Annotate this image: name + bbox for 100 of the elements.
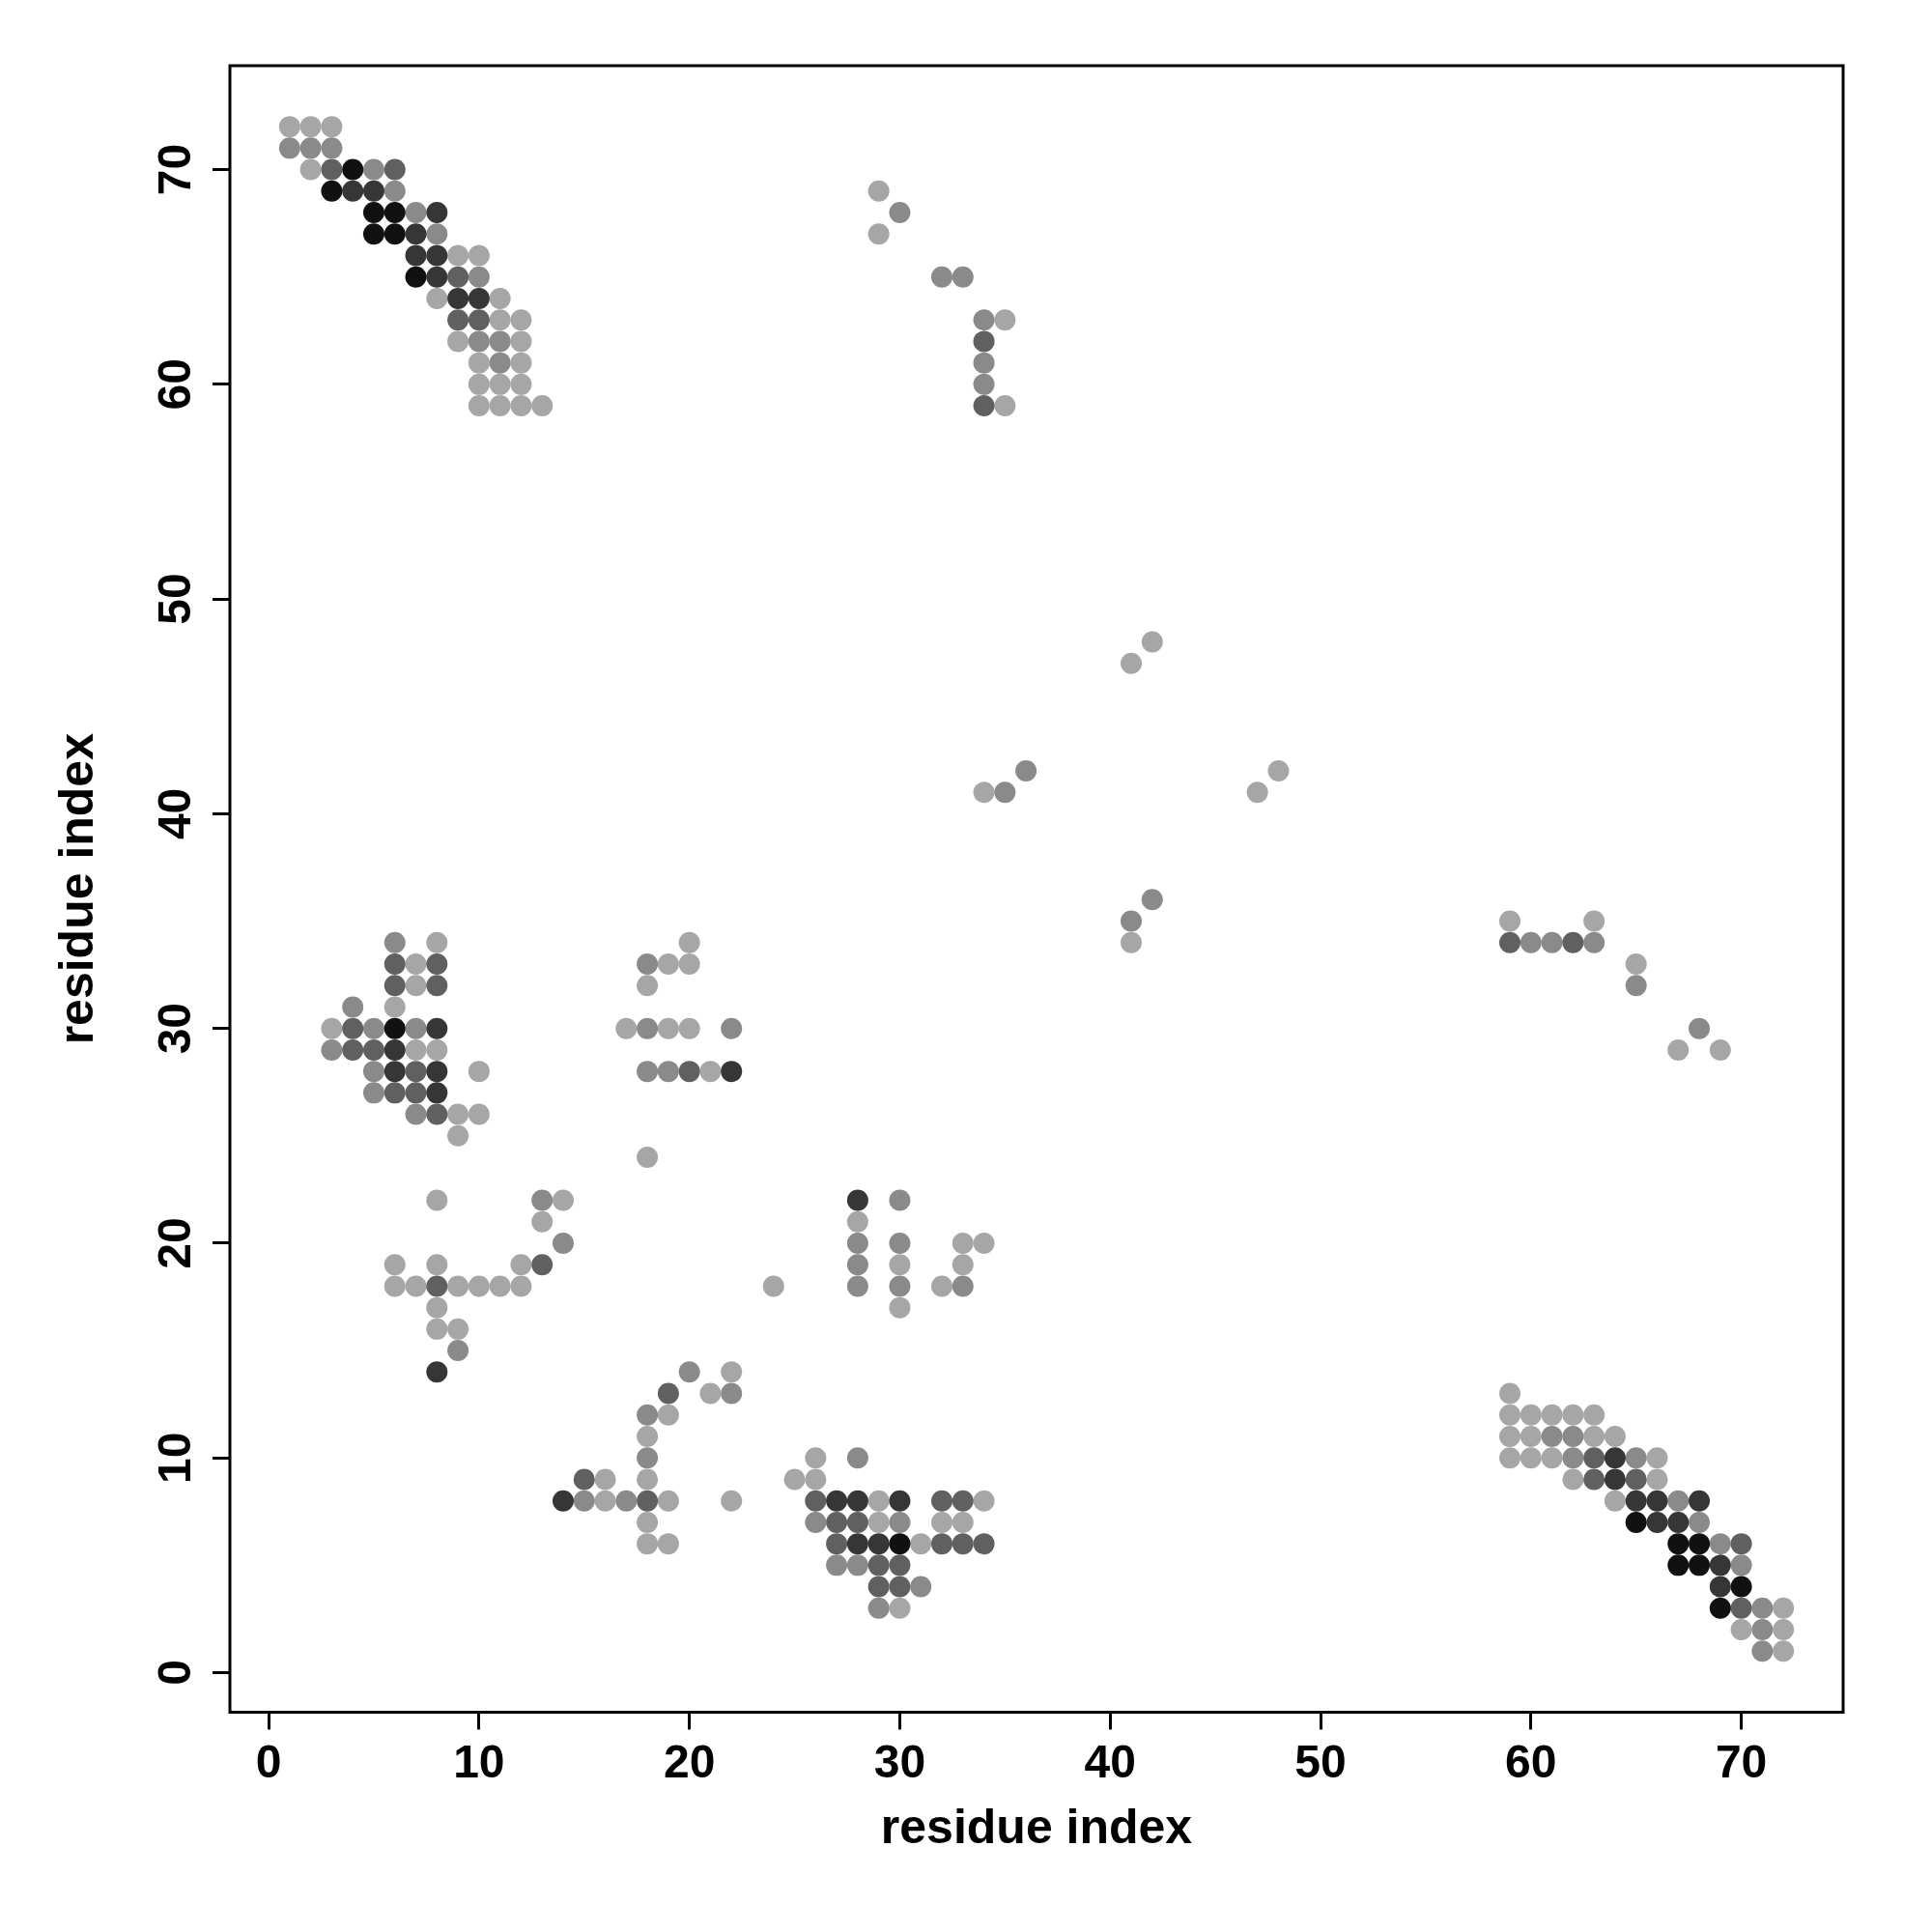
y-axis-title: residue index [48,732,103,1045]
point [342,1017,364,1039]
point [1730,1576,1752,1598]
y-tick-label: 40 [149,787,201,840]
point [426,953,448,975]
y-tick-label: 60 [149,358,201,411]
y-tick-label: 0 [149,1660,201,1686]
point [552,1490,574,1512]
point [889,1533,911,1555]
point [826,1490,848,1512]
point [405,1061,427,1083]
point [721,1061,743,1083]
point [846,1511,868,1533]
x-tick-label: 20 [663,1736,716,1788]
point [826,1511,848,1533]
point [1667,1554,1690,1577]
y-tick-label: 50 [149,573,201,625]
point [867,1533,890,1555]
point [362,223,384,245]
point [384,158,406,181]
point [384,223,406,245]
point [384,953,406,975]
x-tick-label: 70 [1715,1736,1768,1788]
point [384,975,406,997]
point [362,180,384,202]
x-tick-label: 50 [1294,1736,1347,1788]
point [1646,1490,1668,1512]
point [805,1490,827,1512]
point [1689,1490,1711,1512]
point [447,287,469,309]
point [1689,1554,1711,1577]
point [889,1576,911,1598]
point [468,287,490,309]
point [637,1490,659,1512]
point [1646,1511,1668,1533]
point [342,1038,364,1061]
point [1730,1533,1752,1555]
point [468,309,490,331]
point [1689,1533,1711,1555]
point [384,1038,406,1061]
point [384,1017,406,1039]
point [1583,1468,1605,1491]
point [405,1082,427,1104]
point [846,1533,868,1555]
point [362,1038,384,1061]
point [426,1082,448,1104]
x-tick-label: 30 [873,1736,926,1788]
point [826,1533,848,1555]
point [889,1554,911,1577]
point [952,1533,974,1555]
x-tick-label: 10 [453,1736,505,1788]
point [1667,1511,1690,1533]
point [384,1061,406,1083]
point [1625,1490,1647,1512]
point [1667,1533,1690,1555]
point [426,1361,448,1383]
x-tick-label: 40 [1084,1736,1136,1788]
point [384,1082,406,1104]
y-tick-label: 30 [149,1002,201,1055]
point [426,1017,448,1039]
point [426,202,448,224]
point [447,266,469,288]
point [973,395,995,417]
point [447,309,469,331]
point [846,1189,868,1211]
y-tick-label: 70 [149,143,201,196]
point [426,1061,448,1083]
point [342,180,364,202]
point [426,266,448,288]
point [1604,1447,1626,1469]
point [973,1533,995,1555]
x-axis-title: residue index [880,1799,1193,1854]
point [405,266,427,288]
point [931,1490,952,1512]
point [1625,1468,1647,1491]
point [362,202,384,224]
point [426,1103,448,1125]
y-tick-label: 20 [149,1217,201,1269]
point [867,1554,890,1577]
point [321,158,343,181]
point [384,202,406,224]
point [405,223,427,245]
point [678,1061,700,1083]
point [1709,1597,1731,1619]
point [531,1254,554,1276]
point [1625,1511,1647,1533]
point [1730,1597,1752,1619]
point [426,244,448,267]
point [973,330,995,353]
x-tick-label: 0 [255,1736,282,1788]
point [1499,931,1521,953]
point [657,1382,679,1405]
point [889,1490,911,1512]
point [1709,1554,1731,1577]
point [1604,1468,1626,1491]
point [321,180,343,202]
point [952,1490,974,1512]
point [846,1490,868,1512]
point [405,244,427,267]
x-tick-label: 60 [1505,1736,1557,1788]
